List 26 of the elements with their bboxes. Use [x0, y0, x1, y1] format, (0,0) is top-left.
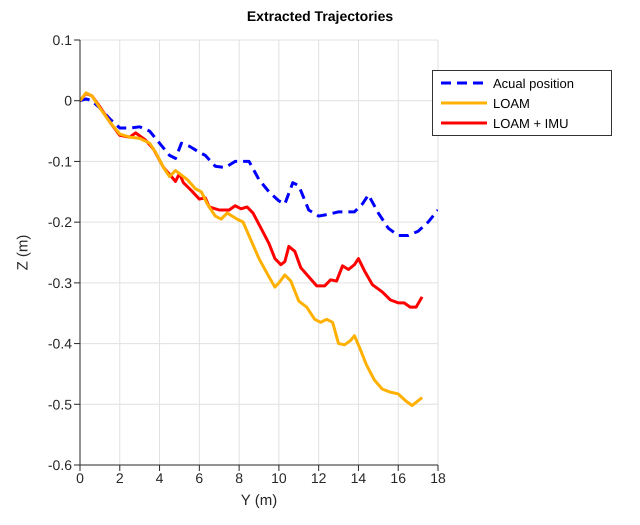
x-tick-label: 6 [195, 470, 204, 486]
legend-label: LOAM + IMU [493, 116, 568, 130]
y-tick-label: -0.2 [48, 214, 72, 230]
x-tick-label: 14 [350, 470, 366, 486]
y-tick-label: 0 [64, 92, 72, 109]
x-axis-title: Y (m) [240, 492, 278, 509]
line-series [80, 91, 424, 407]
x-tick-label: 8 [235, 470, 244, 486]
x-tick-label: 0 [76, 470, 84, 486]
y-tick-label: -0.1 [48, 153, 72, 170]
x-tick-label: 18 [430, 470, 446, 486]
y-tick-label: -0.4 [48, 336, 72, 352]
legend-label: LOAM [493, 96, 530, 110]
x-tick-label: 12 [310, 470, 327, 486]
y-tick-label: -0.5 [48, 396, 72, 412]
y-axis-title: Z (m) [14, 234, 32, 270]
legend-label: Acual position [493, 76, 574, 90]
y-tick-label: -0.6 [48, 456, 72, 473]
x-tick-label: 10 [271, 470, 287, 486]
y-tick-label: -0.3 [48, 274, 72, 291]
x-tick-label: 16 [390, 470, 406, 486]
x-tick-label: 4 [156, 470, 164, 486]
chart-title: Extracted Trajectories [246, 8, 394, 26]
line-series [80, 97, 438, 237]
x-tick-label: 2 [116, 470, 124, 486]
y-tick-label: 0.1 [52, 32, 72, 48]
